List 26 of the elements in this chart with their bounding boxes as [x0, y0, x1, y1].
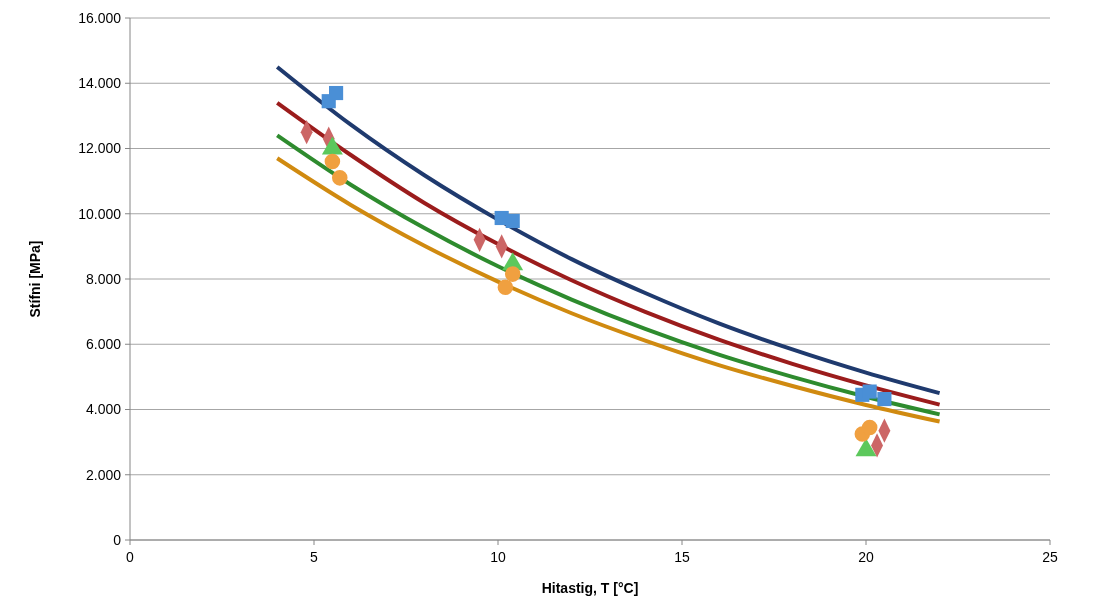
y-tick-label: 16.000	[78, 9, 122, 26]
point	[504, 266, 521, 282]
y-tick-label: 2.000	[85, 466, 122, 483]
point	[861, 419, 878, 436]
x-tick-label: 5	[310, 549, 319, 565]
y-tick-label: 14.000	[78, 75, 122, 92]
point	[505, 213, 520, 228]
y-tick-label: 4.000	[85, 401, 122, 418]
x-tick-label: 20	[858, 549, 874, 565]
y-tick-label: 10.000	[78, 205, 122, 222]
y-tick-label: 6.000	[85, 336, 122, 353]
x-axis-title: Hitastig, T [°C]	[541, 580, 639, 596]
x-tick-label: 0	[126, 549, 135, 565]
x-tick-label: 25	[1042, 549, 1058, 565]
y-axis-title: Stífni [MPa]	[27, 240, 43, 318]
point	[324, 153, 341, 170]
y-tick-label: 12.000	[78, 140, 122, 157]
point	[497, 279, 514, 295]
x-tick-label: 10	[490, 549, 506, 565]
point	[877, 391, 892, 407]
point	[329, 85, 344, 101]
y-tick-label: 0	[113, 531, 122, 548]
x-tick-label: 15	[674, 549, 690, 565]
point	[331, 170, 348, 186]
point	[862, 384, 877, 399]
y-tick-label: 8.000	[85, 270, 122, 287]
